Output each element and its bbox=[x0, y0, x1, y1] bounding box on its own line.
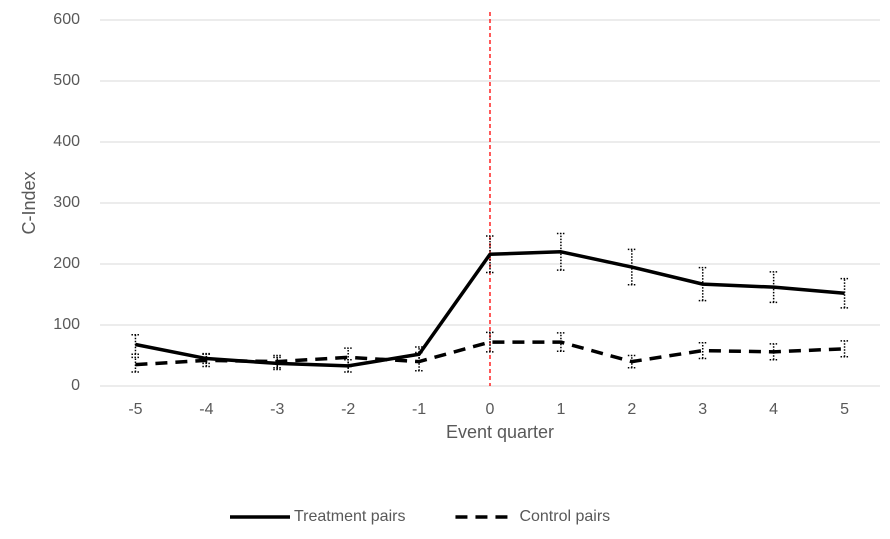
legend-label: Treatment pairs bbox=[294, 508, 405, 525]
y-tick-label: 200 bbox=[53, 255, 80, 272]
y-tick-label: 500 bbox=[53, 72, 80, 89]
error-bar bbox=[486, 331, 494, 353]
x-tick-label: 4 bbox=[769, 401, 778, 418]
error-bar bbox=[344, 347, 353, 368]
error-bar bbox=[769, 343, 778, 361]
x-tick-label: -3 bbox=[270, 401, 284, 418]
error-bar bbox=[840, 340, 849, 358]
y-tick-label: 100 bbox=[53, 316, 80, 333]
x-tick-label: 5 bbox=[840, 401, 849, 418]
y-axis-title: C-Index bbox=[19, 171, 39, 234]
x-tick-label: -5 bbox=[128, 401, 142, 418]
x-tick-label: -4 bbox=[199, 401, 213, 418]
error-bar bbox=[698, 341, 707, 360]
error-bar bbox=[840, 277, 849, 309]
x-tick-label: 3 bbox=[698, 401, 707, 418]
x-tick-label: 1 bbox=[556, 401, 565, 418]
x-tick-label: 0 bbox=[486, 401, 495, 418]
x-axis-title: Event quarter bbox=[446, 422, 554, 442]
y-tick-label: 300 bbox=[53, 194, 80, 211]
series-line bbox=[135, 250, 845, 368]
y-tick-label: 600 bbox=[53, 11, 80, 28]
x-tick-label: -1 bbox=[412, 401, 426, 418]
x-tick-label: -2 bbox=[341, 401, 355, 418]
x-tick-label: 2 bbox=[627, 401, 636, 418]
y-tick-label: 0 bbox=[71, 377, 80, 394]
error-bar bbox=[627, 248, 636, 286]
legend-label: Control pairs bbox=[519, 508, 610, 525]
y-tick-label: 400 bbox=[53, 133, 80, 150]
